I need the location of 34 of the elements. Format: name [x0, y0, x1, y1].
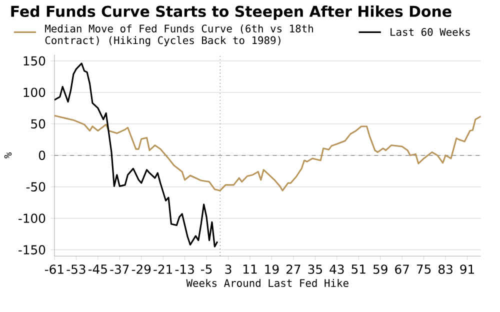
x-tick-label: 11: [244, 264, 257, 274]
y-tick-label: 100: [24, 88, 46, 98]
y-axis-title: %: [4, 152, 12, 158]
line-series: [54, 114, 481, 192]
x-tick-label: 59: [373, 264, 388, 274]
y-tick-label: 0: [38, 150, 46, 160]
x-tick-label: -5: [201, 264, 212, 274]
y-tick-label: 50: [31, 119, 46, 129]
x-tick-label: 27: [286, 264, 300, 274]
x-tick-label: -13: [175, 264, 194, 274]
x-tick-label: -45: [88, 264, 107, 274]
x-tick-label: 43: [330, 264, 344, 274]
legend-label: Last 60 Weeks: [390, 28, 470, 36]
chart-title: Fed Funds Curve Starts to Steepen After Hikes Done: [11, 5, 452, 20]
legend-label: Median Move of Fed Funds Curve (6th vs 18th Contract) (Hiking Cycles Back to 1989): [45, 24, 313, 46]
y-tick-label: -50: [26, 182, 46, 192]
x-tick-label: 3: [225, 264, 232, 274]
x-tick-label: -29: [132, 264, 151, 274]
line-series: [54, 62, 218, 248]
x-tick-label: 35: [308, 264, 322, 274]
y-tick-label: -150: [18, 245, 46, 254]
x-tick-label: 91: [460, 264, 474, 274]
x-tick-label: 51: [352, 264, 366, 274]
x-tick-label: -21: [154, 264, 172, 274]
x-tick-label: -53: [66, 264, 86, 274]
x-tick-label: -37: [110, 264, 129, 274]
x-tick-label: 19: [265, 264, 279, 274]
x-tick-label: -61: [44, 264, 64, 274]
x-axis-title: Weeks Around Last Fed Hike: [186, 278, 348, 287]
y-tick-label: 150: [24, 56, 46, 66]
x-tick-label: 83: [438, 264, 452, 274]
x-tick-label: 67: [395, 264, 409, 274]
y-tick-label: -100: [18, 214, 46, 223]
x-tick-label: 75: [416, 264, 431, 274]
